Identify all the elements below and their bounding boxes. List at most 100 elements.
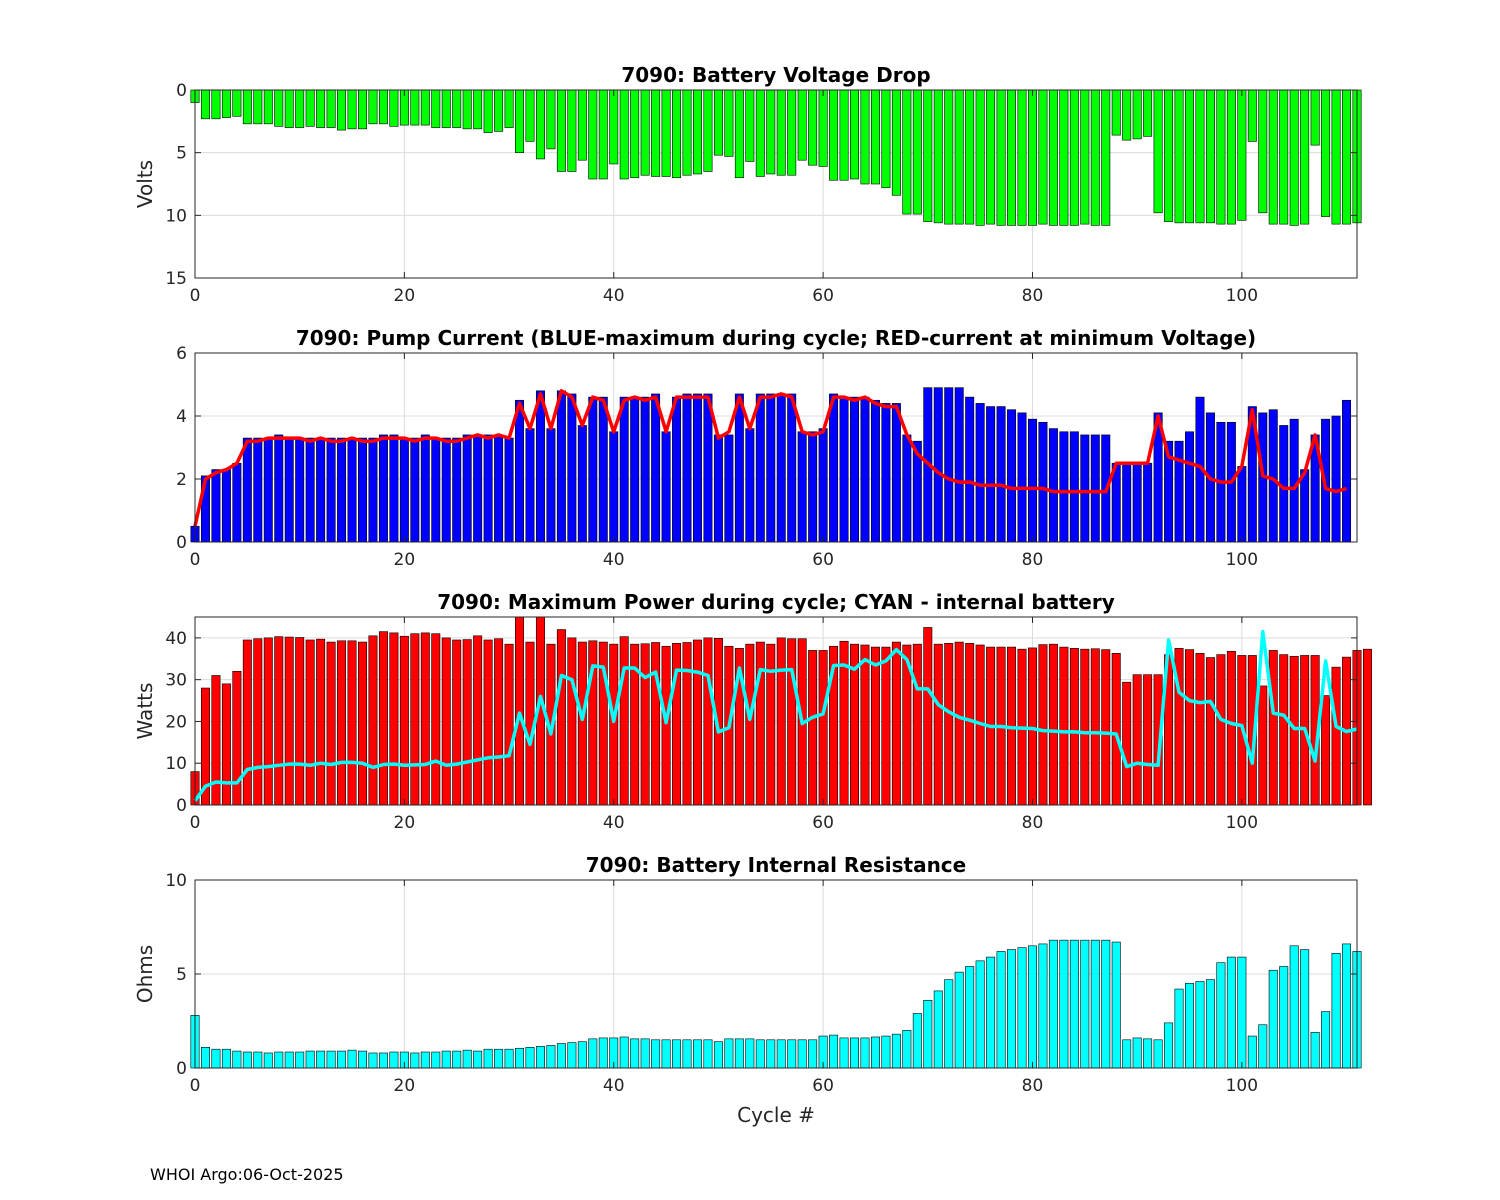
bar — [1027, 418, 1037, 543]
bar — [473, 434, 483, 543]
series-line — [193, 389, 1348, 527]
bar — [1331, 666, 1341, 806]
bar — [797, 89, 807, 161]
bar — [337, 437, 347, 543]
bar — [577, 89, 587, 161]
bar — [672, 643, 682, 806]
bar — [724, 1038, 734, 1069]
bar — [745, 643, 755, 806]
bar — [891, 641, 901, 806]
bar — [661, 1039, 671, 1069]
bar — [284, 89, 294, 128]
bar — [431, 437, 441, 543]
bar — [546, 428, 556, 543]
axes-box — [194, 352, 1358, 543]
bar — [1185, 431, 1194, 543]
bar — [619, 396, 629, 543]
bar — [891, 403, 901, 543]
chart-title: 7090: Battery Internal Resistance — [586, 853, 966, 877]
axes-box — [194, 89, 1358, 279]
bar — [452, 1050, 462, 1069]
bar — [860, 396, 870, 543]
bar — [494, 434, 504, 543]
bar — [1216, 962, 1226, 1069]
bar — [1300, 89, 1310, 225]
bar — [378, 631, 388, 806]
bar — [640, 396, 650, 543]
bar — [1027, 945, 1037, 1069]
bar — [232, 671, 242, 806]
bar — [672, 89, 682, 179]
bar — [766, 393, 776, 543]
bar — [546, 89, 556, 150]
bar — [776, 89, 786, 176]
bar — [1331, 953, 1341, 1069]
bar — [1038, 644, 1048, 806]
bar — [672, 1039, 682, 1069]
bar — [1132, 674, 1142, 806]
y-tick-label: 5 — [176, 965, 187, 985]
bar — [431, 89, 441, 128]
bar — [766, 1039, 776, 1069]
bar — [839, 1037, 849, 1069]
bar — [787, 393, 797, 543]
bar — [410, 437, 420, 543]
bar — [1069, 939, 1079, 1069]
y-tick-label: 40 — [165, 629, 187, 649]
bar — [881, 403, 891, 543]
bar — [609, 89, 619, 165]
bar — [378, 89, 388, 125]
x-tick-label: 40 — [603, 813, 625, 833]
bar — [1122, 89, 1132, 141]
bar — [1038, 943, 1048, 1069]
bar — [452, 437, 462, 543]
y-tick-label: 20 — [165, 712, 187, 732]
bar — [420, 89, 430, 126]
bar — [808, 650, 818, 806]
bar — [567, 89, 577, 172]
bar — [1321, 1011, 1331, 1069]
axes-box — [194, 616, 1358, 806]
bar — [954, 387, 964, 543]
bar — [1059, 939, 1069, 1069]
bar — [661, 89, 671, 177]
bar — [1090, 939, 1100, 1069]
bar — [713, 89, 723, 156]
bar — [619, 636, 629, 806]
bar — [420, 632, 430, 806]
y-axis-label: Volts — [133, 160, 157, 208]
bar — [284, 437, 294, 543]
bar — [588, 396, 598, 543]
bar — [588, 1038, 598, 1069]
bar — [609, 431, 619, 543]
bar — [211, 675, 221, 806]
bar — [850, 396, 860, 543]
bar — [682, 89, 692, 176]
bar — [462, 89, 472, 130]
bar — [829, 89, 839, 181]
bar — [1069, 431, 1079, 543]
bar — [1289, 89, 1299, 226]
bar — [640, 1038, 650, 1069]
bar — [410, 633, 420, 806]
bar — [787, 638, 797, 806]
y-tick-label: 15 — [165, 269, 187, 289]
bar — [818, 428, 828, 543]
bar — [975, 960, 985, 1069]
bar — [755, 393, 765, 543]
bar — [1090, 648, 1100, 806]
bar — [661, 645, 671, 806]
bar — [745, 89, 755, 162]
bar — [692, 639, 702, 806]
bar — [263, 437, 273, 543]
bar — [441, 1050, 451, 1069]
bar — [525, 1047, 535, 1069]
bar — [295, 437, 305, 543]
bar — [1143, 1038, 1153, 1069]
bar — [368, 1052, 378, 1069]
bar — [766, 89, 776, 175]
x-tick-label: 40 — [603, 1076, 625, 1096]
bar — [692, 393, 702, 543]
bar — [295, 637, 305, 806]
bar — [347, 437, 357, 543]
